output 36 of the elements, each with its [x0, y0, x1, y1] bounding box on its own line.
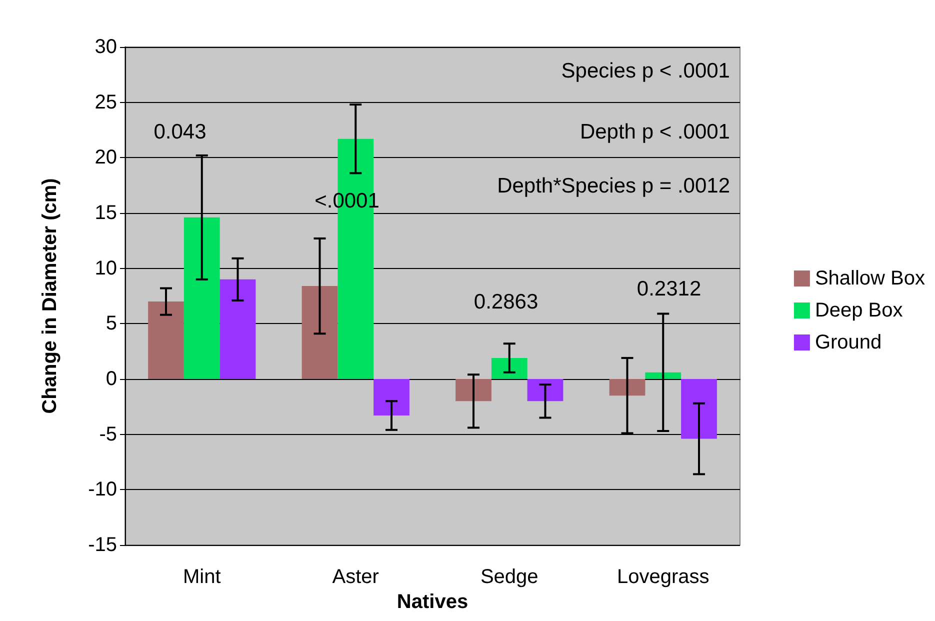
- bar: [220, 279, 256, 379]
- legend-label: Deep Box: [814, 300, 903, 322]
- annotation: Depth*Species p = .0012: [497, 174, 730, 198]
- legend-label: Shallow Box: [814, 268, 926, 290]
- x-tick-label: Mint: [182, 566, 222, 588]
- x-tick-label: Aster: [332, 566, 380, 588]
- y-tick-label: 5: [106, 312, 117, 335]
- annotation: Species p < .0001: [561, 60, 730, 82]
- annotation: 0.043: [154, 120, 206, 144]
- bar: [148, 302, 184, 379]
- bar: [184, 217, 220, 379]
- x-tick-label: Sedge: [480, 566, 538, 588]
- y-tick-label: 0: [106, 368, 117, 390]
- bar: [645, 372, 682, 379]
- bar: [302, 286, 338, 379]
- annotation: 0.2863: [474, 290, 538, 314]
- y-tick-label: 25: [94, 91, 117, 114]
- bar: [374, 379, 410, 416]
- annotation: 0.2312: [636, 278, 702, 300]
- bar: [609, 379, 646, 396]
- y-tick-label: 20: [94, 146, 117, 169]
- bar: [681, 379, 717, 439]
- y-axis-title: Change in Diameter (cm): [39, 178, 61, 414]
- legend-label: Ground: [814, 332, 882, 354]
- x-tick-label: Lovegrass: [616, 566, 710, 588]
- annotation: Depth p < .0001: [580, 120, 730, 144]
- y-tick-label: -15: [88, 534, 117, 556]
- y-tick-label: 30: [94, 36, 117, 58]
- y-tick-label: -10: [88, 478, 117, 501]
- bar: [491, 358, 528, 379]
- y-tick-label: 10: [94, 257, 117, 280]
- x-axis-title: Natives: [396, 590, 468, 613]
- bar: [527, 379, 564, 402]
- bar: [456, 379, 492, 402]
- y-tick-label: 15: [94, 202, 117, 224]
- y-tick-label: -5: [99, 423, 117, 446]
